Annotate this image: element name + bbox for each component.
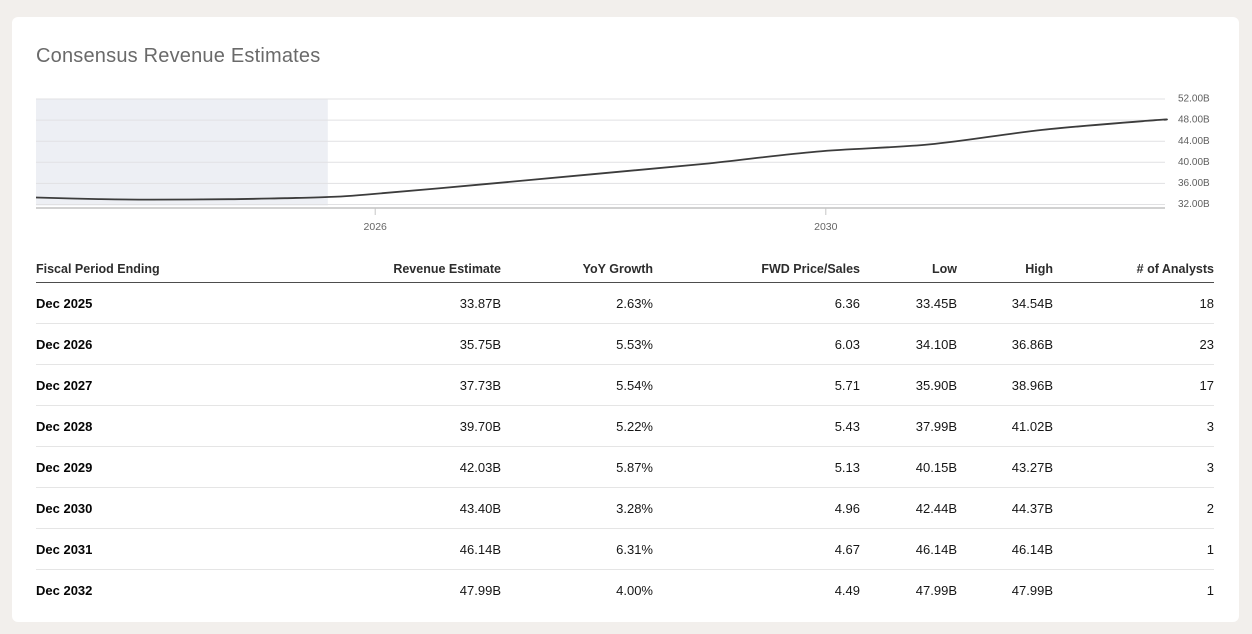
table-row-dec-2027: Dec 2027 37.73B 5.54% 5.71 35.90B 38.96B 17 [36, 364, 1214, 406]
cell: 34.54B [957, 282, 1053, 324]
column-header-revenue-estimate: Revenue Estimate [276, 255, 501, 283]
cell: 5.87% [501, 446, 653, 488]
cell: 18 [1053, 282, 1214, 324]
cell: 38.96B [957, 364, 1053, 406]
cell: Dec 2028 [36, 405, 276, 447]
cell: 43.40B [276, 487, 501, 529]
cell: Dec 2032 [36, 582, 93, 598]
cell: 4.96 [653, 487, 860, 529]
table-row-dec-2026: Dec 2026 35.75B 5.53% 6.03 34.10B 36.86B 23 [36, 323, 1214, 365]
cell: 43.27B [957, 446, 1053, 488]
table-row-dec-2028: Dec 2028 39.70B 5.22% 5.43 37.99B 41.02B 3 [36, 405, 1214, 447]
cell: 4.49 [834, 582, 860, 598]
cell: Dec 2025 [36, 282, 276, 324]
cell: 36.86B [957, 323, 1053, 365]
column-header-high: High [957, 255, 1053, 283]
y-axis-label: 44.00B [1178, 136, 1210, 147]
cell: 33.45B [860, 282, 957, 324]
cell: 4.00% [616, 582, 653, 598]
column-header-fiscal-period-ending: Fiscal Period Ending [36, 255, 276, 283]
cell: 3.28% [501, 487, 653, 529]
table-row-dec-2030: Dec 2030 43.40B 3.28% 4.96 42.44B 44.37B 2 [36, 487, 1214, 529]
cell: 33.87B [276, 282, 501, 324]
cell: 34.10B [860, 323, 957, 365]
cell: 5.54% [501, 364, 653, 406]
cell: 44.37B [957, 487, 1053, 529]
cell: 47.99B [915, 582, 957, 598]
y-axis-label: 40.00B [1178, 157, 1210, 168]
table-row-dec-2032: Dec 2032 47.99B 4.00% 4.49 47.99B 47.99B 1 [36, 570, 1214, 611]
cell: Dec 2031 [36, 528, 276, 570]
cell: 17 [1053, 364, 1214, 406]
column-header-yoy-growth: YoY Growth [501, 255, 653, 283]
cell: 23 [1053, 323, 1214, 365]
cell: Dec 2030 [36, 487, 276, 529]
cell: 1 [1206, 582, 1214, 598]
cell: 6.03 [653, 323, 860, 365]
cell: 37.73B [276, 364, 501, 406]
cell: 35.90B [860, 364, 957, 406]
column-header--of-analysts: # of Analysts [1053, 255, 1214, 283]
revenue-estimates-chart: 52.00B 48.00B 44.00B 40.00B 36.00B 32.00B 2026… [36, 94, 1214, 234]
cell: 5.43 [653, 405, 860, 447]
revenue-line [36, 118, 1168, 201]
column-header-low: Low [860, 255, 957, 283]
cell: 42.03B [276, 446, 501, 488]
cell: 46.14B [860, 528, 957, 570]
cell: 6.36 [653, 282, 860, 324]
cell: Dec 2029 [36, 446, 276, 488]
cell: 46.14B [957, 528, 1053, 570]
cell: 6.31% [501, 528, 653, 570]
cell: 4.67 [653, 528, 860, 570]
history-shaded-region [36, 99, 328, 206]
x-axis-tick-label: 2030 [814, 221, 838, 233]
cell: 1 [1053, 528, 1214, 570]
table-row-dec-2031: Dec 2031 46.14B 6.31% 4.67 46.14B 46.14B 1 [36, 528, 1214, 570]
cell: 40.15B [860, 446, 957, 488]
cell: 47.99B [1011, 582, 1053, 598]
cell: 2 [1053, 487, 1214, 529]
revenue-line-chart: 52.00B 48.00B 44.00B 40.00B 36.00B 32.00B 2026… [36, 94, 1210, 233]
cell: 5.53% [501, 323, 653, 365]
table-row-dec-2029: Dec 2029 42.03B 5.87% 5.13 40.15B 43.27B 3 [36, 446, 1214, 488]
cell: 39.70B [276, 405, 501, 447]
cell: 5.22% [501, 405, 653, 447]
table-row-dec-2025: Dec 2025 33.87B 2.63% 6.36 33.45B 34.54B 18 [36, 282, 1214, 324]
cell: Dec 2027 [36, 364, 276, 406]
cell: 5.13 [653, 446, 860, 488]
cell: 46.14B [276, 528, 501, 570]
cell: 47.99B [459, 582, 501, 598]
estimates-table: Fiscal Period Ending Revenue Estimate YoY … [36, 255, 1214, 610]
cell: 5.71 [653, 364, 860, 406]
column-header-fwd-price-sales: FWD Price/Sales [653, 255, 860, 283]
estimates-table-header: Fiscal Period Ending Revenue Estimate YoY … [36, 255, 1214, 283]
cell: 42.44B [860, 487, 957, 529]
y-axis-label: 36.00B [1178, 178, 1210, 189]
cell: 3 [1053, 405, 1214, 447]
page-title: Consensus Revenue Estimates [36, 45, 321, 67]
consensus-revenue-estimates-card: Consensus Revenue Estimates 52.00B 48.00B… [12, 17, 1239, 622]
cell: 41.02B [957, 405, 1053, 447]
cell: 2.63% [501, 282, 653, 324]
cell: Dec 2026 [36, 323, 276, 365]
table-header-row: Fiscal Period Ending Revenue Estimate YoY … [36, 255, 1214, 283]
y-axis-label: 48.00B [1178, 115, 1210, 126]
y-axis-label: 32.00B [1178, 199, 1210, 210]
estimates-table-body: Dec 2025 33.87B 2.63% 6.36 33.45B 34.54B 18 Dec… [36, 282, 1214, 611]
cell: 37.99B [860, 405, 957, 447]
y-axis-label: 52.00B [1178, 94, 1210, 105]
cell: 3 [1053, 446, 1214, 488]
x-axis-tick-label: 2026 [364, 221, 388, 233]
cell: 35.75B [276, 323, 501, 365]
